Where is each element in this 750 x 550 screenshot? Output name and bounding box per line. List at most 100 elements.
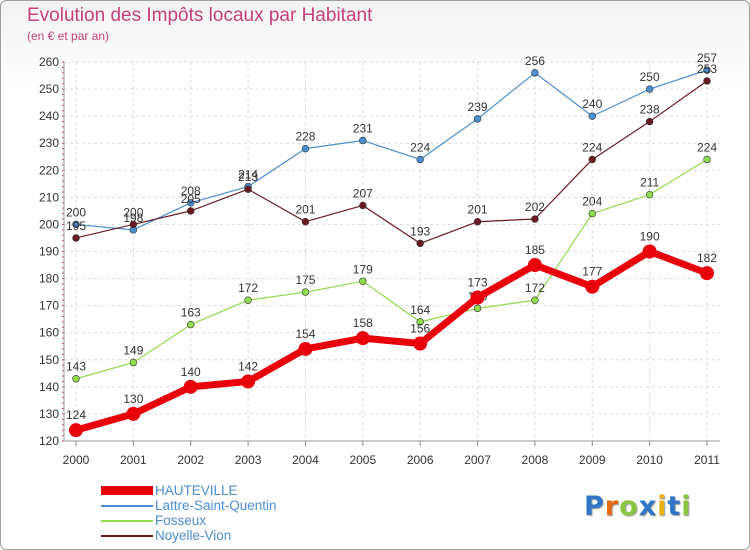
- data-label: 175: [295, 273, 315, 287]
- y-tick-label: 150: [39, 353, 59, 367]
- data-label: 142: [238, 359, 258, 373]
- data-label: 224: [697, 140, 717, 154]
- legend-swatch: [101, 519, 153, 522]
- series-line: [75, 69, 708, 231]
- data-point: [531, 69, 539, 77]
- data-point: [531, 215, 539, 223]
- series-hauteville: 124 130 140 142 154 158 156 173 185 177 190 182: [66, 230, 717, 438]
- data-point: [359, 136, 367, 145]
- data-label: 149: [123, 343, 143, 357]
- proxiti-logo: Proxiti: [584, 491, 692, 522]
- y-tick-label: 170: [39, 299, 59, 313]
- x-tick-label: 2007: [464, 453, 491, 467]
- data-label: 224: [410, 140, 430, 154]
- data-point: [473, 304, 482, 313]
- data-point: [244, 296, 252, 304]
- data-point: [416, 239, 424, 248]
- data-point: [473, 115, 482, 123]
- data-label: 205: [181, 192, 201, 206]
- data-point: [588, 155, 596, 164]
- x-tick-label: 2004: [292, 453, 319, 467]
- chart-subtitle: (en € et par an): [27, 29, 110, 43]
- x-tick-label: 2000: [63, 453, 90, 467]
- data-point: [241, 374, 256, 389]
- data-label: 200: [66, 205, 86, 219]
- x-tick-label: 2002: [177, 453, 204, 467]
- data-point: [527, 258, 542, 273]
- data-label: 253: [697, 62, 717, 76]
- series-fosseux: 143149163172175179164169172204211224: [66, 140, 717, 383]
- data-point: [703, 155, 711, 164]
- data-point: [700, 266, 714, 281]
- data-label: 201: [468, 203, 488, 217]
- series-line: [75, 158, 708, 380]
- data-point: [642, 244, 657, 259]
- series-line: [75, 80, 708, 244]
- legend-label: Lattre-Saint-Quentin: [155, 498, 277, 513]
- data-label: 224: [582, 140, 602, 154]
- data-point: [703, 77, 711, 85]
- data-point: [413, 336, 428, 351]
- data-point: [355, 331, 370, 346]
- data-label: 239: [468, 100, 488, 114]
- legend-label: Noyelle-Vion: [155, 528, 232, 543]
- data-label: 164: [410, 303, 430, 317]
- x-tick-label: 2006: [407, 453, 434, 467]
- data-label: 214: [238, 168, 258, 182]
- y-tick-label: 130: [39, 407, 59, 421]
- data-label: 193: [410, 224, 430, 238]
- data-point: [416, 155, 424, 164]
- data-label: 256: [525, 54, 545, 68]
- x-tick-label: 2001: [120, 453, 147, 467]
- x-tick-label: 2011: [694, 453, 720, 467]
- y-tick-label: 220: [39, 163, 59, 177]
- data-point: [470, 290, 485, 305]
- data-label: 200: [123, 205, 143, 219]
- data-point: [69, 423, 83, 438]
- data-label: 173: [468, 276, 488, 290]
- data-point: [645, 117, 654, 126]
- data-point: [585, 279, 600, 294]
- data-label: 228: [295, 130, 315, 144]
- y-tick-label: 140: [39, 380, 59, 394]
- data-point: [645, 190, 654, 199]
- data-point: [187, 199, 195, 207]
- chart-title: Evolution des Impôts locaux par Habitant: [27, 5, 373, 26]
- x-tick-label: 2008: [522, 453, 549, 467]
- data-point: [187, 320, 195, 329]
- data-point: [244, 185, 252, 193]
- data-label: 124: [66, 408, 86, 422]
- data-label: 182: [697, 251, 717, 265]
- data-label: 207: [353, 186, 373, 200]
- logo-letter: t: [667, 491, 682, 522]
- data-label: 204: [582, 195, 602, 209]
- legend-label: Fosseux: [155, 513, 207, 528]
- y-tick-label: 260: [39, 55, 59, 69]
- x-tick-label: 2010: [636, 453, 663, 467]
- legend-label: HAUTEVILLE: [155, 483, 238, 498]
- data-label: 163: [181, 306, 201, 320]
- legend-swatch: [101, 504, 153, 507]
- data-point: [301, 144, 310, 153]
- data-label: 211: [640, 176, 659, 190]
- y-tick-label: 190: [39, 245, 59, 259]
- x-tick-label: 2009: [579, 453, 606, 467]
- data-point: [183, 379, 198, 394]
- data-point: [359, 201, 367, 210]
- data-label: 185: [525, 243, 545, 257]
- y-tick-label: 250: [39, 82, 59, 96]
- data-label: 201: [295, 203, 315, 217]
- legend-swatch: [101, 534, 153, 537]
- data-label: 208: [181, 184, 201, 198]
- data-label: 198: [123, 211, 143, 225]
- logo-letter: i: [681, 491, 692, 522]
- data-point: [473, 218, 482, 226]
- data-point: [187, 207, 195, 215]
- data-point: [588, 209, 596, 218]
- data-label: 195: [66, 219, 86, 233]
- logo-letter: x: [638, 491, 658, 522]
- y-tick-label: 120: [39, 434, 59, 448]
